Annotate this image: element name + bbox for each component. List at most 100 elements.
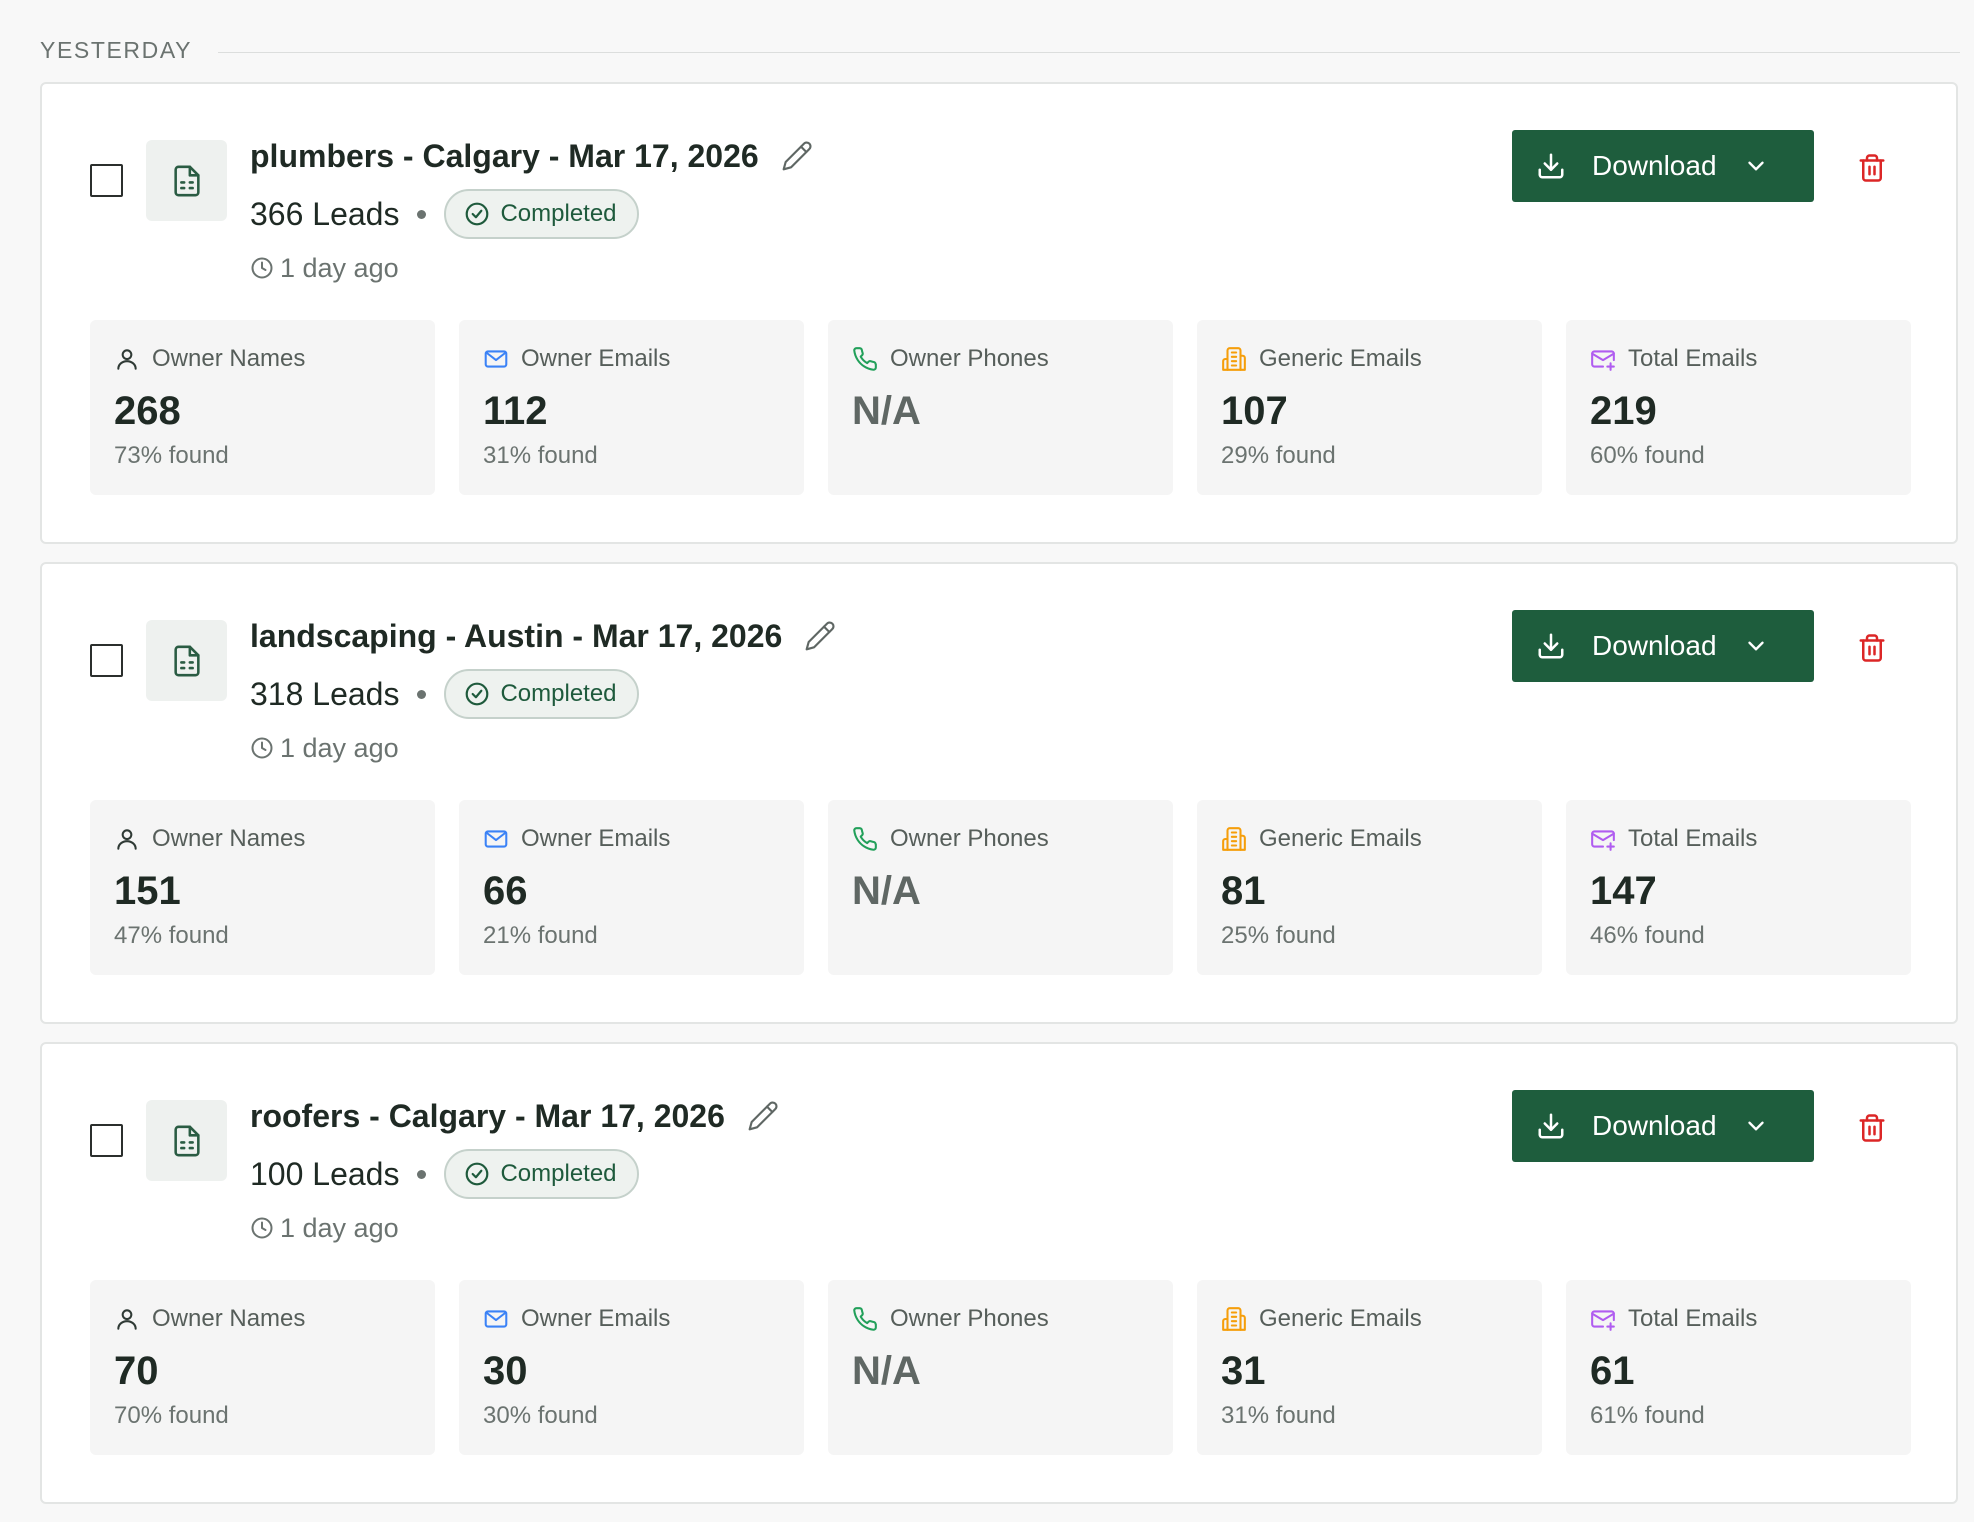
- lead-count: 100 Leads: [250, 1155, 400, 1192]
- pencil-icon[interactable]: [804, 620, 836, 652]
- delete-button[interactable]: [1856, 632, 1888, 664]
- delete-button[interactable]: [1856, 1112, 1888, 1144]
- stat-value: N/A: [852, 389, 921, 433]
- status-badge: Completed: [444, 1149, 639, 1199]
- stat-card: Owner Emails 66 21% found: [459, 800, 804, 975]
- stat-value: 81: [1221, 869, 1266, 913]
- stat-label: Total Emails: [1628, 345, 1758, 372]
- download-button[interactable]: Download: [1512, 1090, 1814, 1162]
- delete-button[interactable]: [1856, 152, 1888, 184]
- relative-time: 1 day ago: [280, 252, 399, 283]
- stat-card: Owner Phones N/A: [828, 1280, 1173, 1455]
- list-title: landscaping - Austin - Mar 17, 2026: [250, 617, 783, 654]
- stat-value: N/A: [852, 869, 921, 913]
- status-badge: Completed: [444, 669, 639, 719]
- stat-label: Owner Phones: [890, 825, 1049, 852]
- relative-time: 1 day ago: [280, 732, 399, 763]
- stat-label: Owner Names: [152, 1305, 306, 1332]
- download-button[interactable]: Download: [1512, 610, 1814, 682]
- stat-label: Owner Emails: [521, 825, 671, 852]
- mail-icon: [483, 826, 509, 852]
- stat-label: Generic Emails: [1259, 1305, 1422, 1332]
- chevron-down-icon[interactable]: [1743, 1113, 1769, 1139]
- mail-plus-icon: [1590, 346, 1616, 372]
- mail-plus-icon: [1590, 826, 1616, 852]
- list-title: plumbers - Calgary - Mar 17, 2026: [250, 137, 759, 174]
- stat-percent: 47% found: [114, 922, 229, 949]
- check-circle-icon: [464, 1161, 490, 1187]
- pencil-icon[interactable]: [781, 140, 813, 172]
- download-button[interactable]: Download: [1512, 130, 1814, 202]
- building-icon: [1221, 346, 1247, 372]
- stat-percent: 21% found: [483, 922, 598, 949]
- clock-icon: [250, 736, 274, 760]
- stats-row: Owner Names 151 47% found Owner Emails 66 21%…: [90, 800, 1911, 975]
- stat-value: 66: [483, 869, 528, 913]
- relative-time: 1 day ago: [280, 1212, 399, 1243]
- lead-list-card: landscaping - Austin - Mar 17, 2026 318 …: [40, 562, 1958, 1024]
- select-checkbox[interactable]: [90, 164, 123, 197]
- stat-percent: 31% found: [483, 442, 598, 469]
- stat-value: 219: [1590, 389, 1657, 433]
- stat-percent: 29% found: [1221, 442, 1336, 469]
- stat-value: 107: [1221, 389, 1288, 433]
- separator-dot: [417, 689, 427, 699]
- stat-card: Total Emails 147 46% found: [1566, 800, 1911, 975]
- check-circle-icon: [464, 681, 490, 707]
- file-spreadsheet-icon: [146, 1100, 227, 1181]
- stat-label: Total Emails: [1628, 1305, 1758, 1332]
- select-checkbox[interactable]: [90, 1124, 123, 1157]
- chevron-down-icon[interactable]: [1743, 153, 1769, 179]
- stat-label: Owner Names: [152, 345, 306, 372]
- stat-card: Owner Names 151 47% found: [90, 800, 435, 975]
- file-spreadsheet-icon: [146, 620, 227, 701]
- stat-value: 268: [114, 389, 181, 433]
- phone-icon: [852, 1306, 878, 1332]
- stat-label: Owner Phones: [890, 345, 1049, 372]
- stat-label: Owner Phones: [890, 1305, 1049, 1332]
- separator-dot: [417, 209, 427, 219]
- stats-row: Owner Names 70 70% found Owner Emails 30 30% …: [90, 1280, 1911, 1455]
- section-header: YESTERDAY: [40, 34, 1960, 66]
- building-icon: [1221, 1306, 1247, 1332]
- stat-card: Generic Emails 107 29% found: [1197, 320, 1542, 495]
- status-label: Completed: [500, 1160, 617, 1187]
- stat-percent: 46% found: [1590, 922, 1705, 949]
- stat-card: Owner Emails 30 30% found: [459, 1280, 804, 1455]
- lead-count: 318 Leads: [250, 675, 400, 712]
- stat-card: Total Emails 61 61% found: [1566, 1280, 1911, 1455]
- stat-label: Generic Emails: [1259, 825, 1422, 852]
- clock-icon: [250, 256, 274, 280]
- mail-icon: [483, 346, 509, 372]
- lead-list-card: plumbers - Calgary - Mar 17, 2026 366 Le…: [40, 82, 1958, 544]
- stat-value: 151: [114, 869, 181, 913]
- trash-icon: [1857, 632, 1887, 664]
- select-checkbox[interactable]: [90, 644, 123, 677]
- stat-card: Owner Names 268 73% found: [90, 320, 435, 495]
- stat-percent: 30% found: [483, 1402, 598, 1429]
- pencil-icon[interactable]: [747, 1100, 779, 1132]
- stat-card: Generic Emails 81 25% found: [1197, 800, 1542, 975]
- building-icon: [1221, 826, 1247, 852]
- status-label: Completed: [500, 200, 617, 227]
- trash-icon: [1857, 1112, 1887, 1144]
- stat-percent: 70% found: [114, 1402, 229, 1429]
- download-label: Download: [1592, 1110, 1717, 1141]
- stat-value: 31: [1221, 1349, 1266, 1393]
- stat-card: Total Emails 219 60% found: [1566, 320, 1911, 495]
- clock-icon: [250, 1216, 274, 1240]
- download-icon: [1536, 631, 1566, 661]
- phone-icon: [852, 826, 878, 852]
- download-label: Download: [1592, 630, 1717, 661]
- chevron-down-icon[interactable]: [1743, 633, 1769, 659]
- stat-card: Owner Phones N/A: [828, 320, 1173, 495]
- stat-card: Owner Emails 112 31% found: [459, 320, 804, 495]
- stat-label: Total Emails: [1628, 825, 1758, 852]
- stat-value: 70: [114, 1349, 159, 1393]
- trash-icon: [1857, 152, 1887, 184]
- stat-label: Owner Emails: [521, 1305, 671, 1332]
- stat-card: Generic Emails 31 31% found: [1197, 1280, 1542, 1455]
- stat-label: Owner Emails: [521, 345, 671, 372]
- file-spreadsheet-icon: [146, 140, 227, 221]
- stat-card: Owner Phones N/A: [828, 800, 1173, 975]
